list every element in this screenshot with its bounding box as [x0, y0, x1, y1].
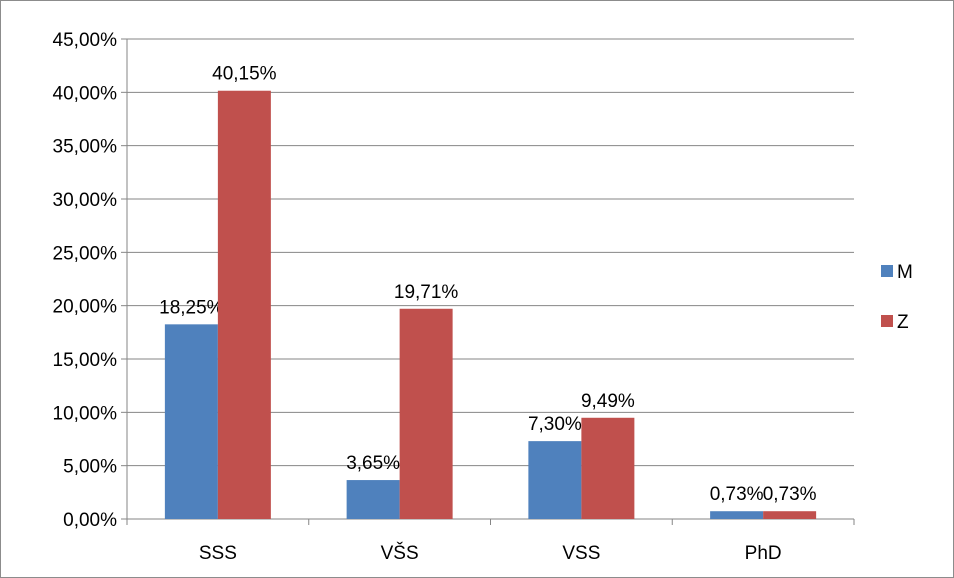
data-label-m-vss: 7,30% — [528, 414, 582, 435]
y-tick-label-4: 20,00% — [53, 297, 118, 318]
bar-m-všs — [346, 480, 400, 519]
legend-swatch-z — [881, 315, 893, 327]
y-tick-label-9: 45,00% — [53, 30, 118, 51]
bar-m-sss — [164, 324, 218, 519]
data-label-z-vss: 9,49% — [581, 391, 635, 412]
y-tick-label-6: 30,00% — [53, 190, 118, 211]
legend-swatch-m — [881, 265, 893, 277]
x-tick-label-vss: VSS — [562, 543, 600, 564]
y-tick-label-0: 0,00% — [63, 510, 117, 531]
x-tick-label-sss: SSS — [199, 543, 237, 564]
data-label-z-phd: 0,73% — [763, 484, 817, 505]
legend-label-m: M — [897, 262, 913, 283]
data-label-z-všs: 19,71% — [394, 282, 459, 303]
bar-z-všs — [399, 308, 453, 519]
bar-z-phd — [763, 511, 817, 519]
y-tick-label-7: 35,00% — [53, 137, 118, 158]
y-tick-label-3: 15,00% — [53, 350, 118, 371]
bar-m-phd — [710, 511, 764, 519]
data-label-m-všs: 3,65% — [346, 453, 400, 474]
x-tick-label-všs: VŠS — [381, 542, 419, 564]
x-tick-label-phd: PhD — [745, 543, 782, 564]
y-tick-label-5: 25,00% — [53, 243, 118, 264]
bar-z-vss — [581, 417, 635, 519]
bar-z-sss — [217, 90, 271, 519]
data-label-m-sss: 18,25% — [159, 297, 224, 318]
y-tick-label-2: 10,00% — [53, 403, 118, 424]
data-label-m-phd: 0,73% — [710, 484, 764, 505]
y-tick-label-1: 5,00% — [63, 457, 117, 478]
data-label-z-sss: 40,15% — [212, 64, 277, 85]
bar-m-vss — [528, 441, 582, 519]
legend-label-z: Z — [897, 312, 909, 333]
y-tick-label-8: 40,00% — [53, 83, 118, 104]
